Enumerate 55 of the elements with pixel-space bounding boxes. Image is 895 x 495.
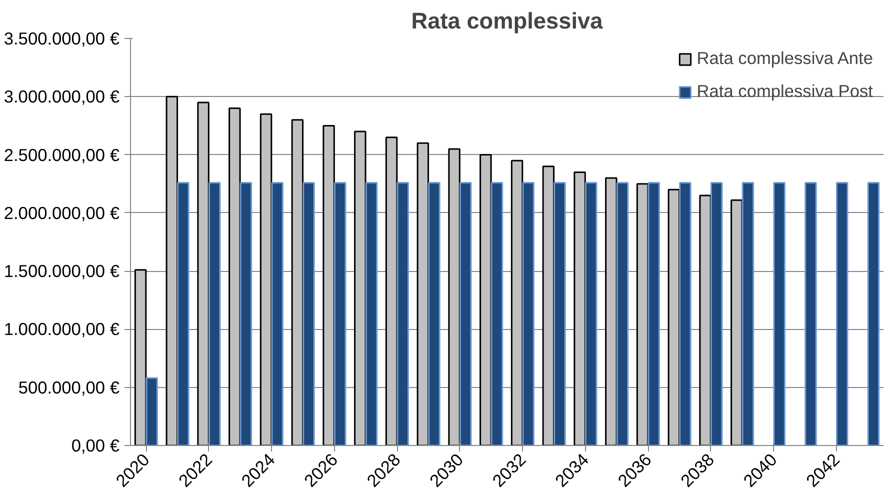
y-tick-label: 3.500.000,00 € <box>4 28 120 48</box>
bar <box>134 269 147 446</box>
bar <box>742 182 754 446</box>
chart-title: Rata complessiva <box>411 8 604 34</box>
bar <box>522 182 534 446</box>
bar <box>228 108 241 446</box>
bar <box>302 182 315 446</box>
bar <box>208 182 221 446</box>
bar <box>240 182 252 446</box>
bar <box>710 182 723 446</box>
bar <box>354 130 366 446</box>
bar <box>177 182 190 446</box>
bar <box>867 182 880 446</box>
bar <box>584 182 598 446</box>
bar <box>459 182 472 446</box>
bar <box>804 182 817 446</box>
bar <box>730 199 743 446</box>
y-tick-label: 3.000.000,00 € <box>4 86 120 107</box>
bar <box>396 182 409 446</box>
bar <box>271 182 284 446</box>
bar <box>322 124 335 446</box>
legend-label: Rata complessiva Ante <box>696 48 873 69</box>
y-tick-label: 0,00 € <box>71 436 120 456</box>
bar <box>334 182 346 446</box>
bar <box>679 182 692 446</box>
bar <box>385 136 398 446</box>
bar <box>197 102 210 446</box>
bar <box>428 182 440 446</box>
bar <box>773 182 786 446</box>
y-tick-label: 1.000.000,00 € <box>4 319 120 340</box>
bar <box>616 182 629 446</box>
y-tick-label: 500.000,00 € <box>18 377 120 398</box>
bar <box>648 182 660 446</box>
bar <box>448 148 460 446</box>
bar <box>554 182 566 446</box>
y-tick-label: 2.500.000,00 € <box>4 144 120 165</box>
bar <box>636 183 649 446</box>
bar <box>416 142 430 446</box>
y-tick-label: 2.000.000,00 € <box>4 202 120 223</box>
bar <box>166 96 178 446</box>
bar <box>542 166 555 446</box>
bar <box>836 182 848 446</box>
bar <box>260 113 272 446</box>
bar <box>605 177 618 446</box>
bar <box>146 377 158 446</box>
bar <box>510 160 524 446</box>
bar <box>574 171 586 446</box>
bar <box>291 119 304 446</box>
bar <box>365 182 378 446</box>
bar <box>490 182 504 446</box>
bar <box>480 154 492 446</box>
y-tick-label: 1.500.000,00 € <box>4 261 120 282</box>
bar <box>699 194 712 446</box>
bar <box>668 188 680 446</box>
legend-label: Rata complessiva Post <box>696 81 873 102</box>
